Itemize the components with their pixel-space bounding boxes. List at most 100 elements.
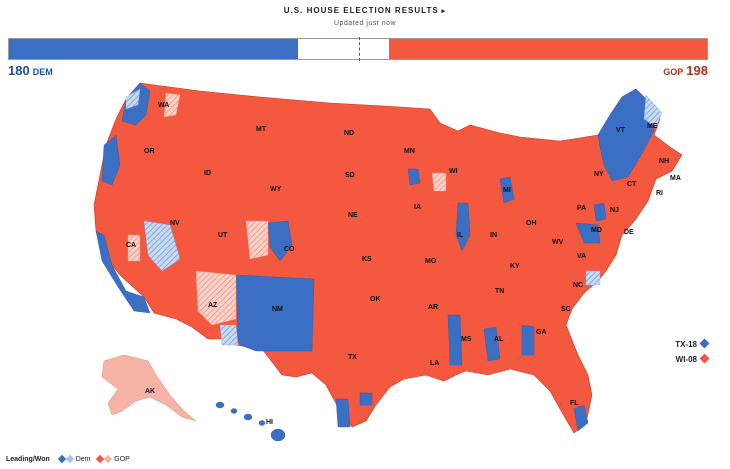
state-label-ia: IA bbox=[414, 204, 421, 211]
state-label-nv: NV bbox=[170, 220, 180, 227]
state-label-ok: OK bbox=[370, 296, 381, 303]
gop-label: GOP bbox=[663, 67, 684, 77]
region-detroit bbox=[499, 176, 515, 204]
state-label-tx: TX bbox=[348, 354, 357, 361]
state-label-me: ME bbox=[647, 123, 658, 130]
region-va-hatch bbox=[585, 270, 601, 286]
race-tx-18[interactable]: TX-18 bbox=[675, 338, 710, 349]
state-label-sc: SC bbox=[561, 306, 571, 313]
state-label-ca: CA bbox=[126, 242, 136, 249]
region-me-hatch bbox=[643, 94, 663, 128]
dem-tally: 180 DEM bbox=[8, 63, 53, 78]
state-label-va: VA bbox=[577, 253, 586, 260]
alaska bbox=[101, 354, 197, 422]
state-label-de: DE bbox=[624, 229, 634, 236]
dem-regions bbox=[95, 82, 655, 432]
region-md-dc bbox=[575, 222, 601, 244]
state-label-nh: NH bbox=[659, 158, 669, 165]
state-labels: WA OR CA NV ID MT WY UT AZ CO NM ND SD NE KS OK TX MN IA MO… bbox=[126, 102, 681, 426]
state-label-ms: MS bbox=[461, 336, 472, 343]
region-al-black-belt bbox=[483, 326, 501, 362]
dem-leaning-regions bbox=[125, 88, 663, 346]
state-label-il: IL bbox=[457, 232, 464, 239]
majority-line bbox=[359, 37, 360, 61]
region-nm bbox=[235, 274, 315, 352]
region-houston bbox=[359, 392, 373, 406]
state-label-nm: NM bbox=[272, 306, 283, 313]
state-label-sd: SD bbox=[345, 172, 355, 179]
state-label-oh: OH bbox=[526, 220, 537, 227]
state-label-ky: KY bbox=[510, 263, 520, 270]
region-wa-gop-hatch bbox=[163, 92, 181, 118]
state-label-nc: NC bbox=[573, 282, 583, 289]
race-wi-08[interactable]: WI-08 bbox=[676, 353, 710, 364]
dem-seat-count: 180 bbox=[8, 63, 30, 78]
state-label-ny: NY bbox=[594, 171, 604, 178]
seat-bar bbox=[8, 37, 708, 61]
state-label-nd: ND bbox=[344, 130, 354, 137]
region-or-coast bbox=[101, 134, 121, 186]
dem-label: DEM bbox=[32, 67, 53, 77]
state-label-wa: WA bbox=[158, 102, 169, 109]
gop-tally: GOP 198 bbox=[663, 63, 708, 78]
state-label-ne: NE bbox=[348, 212, 358, 219]
region-wi-gop-hatch bbox=[431, 172, 447, 192]
state-label-mn: MN bbox=[404, 148, 415, 155]
region-co-denver bbox=[267, 220, 293, 262]
region-wa-hatch bbox=[125, 88, 141, 110]
us-map: WA OR CA NV ID MT WY UT AZ CO NM ND SD NE KS OK TX MN IA MO… bbox=[93, 82, 683, 442]
legend-gop-label: GOP bbox=[114, 456, 130, 463]
updated-status: Updated just now bbox=[333, 20, 397, 27]
region-miami bbox=[573, 404, 589, 432]
state-label-in: IN bbox=[490, 232, 497, 239]
state-label-az: AZ bbox=[208, 302, 218, 309]
state-label-ks: KS bbox=[362, 256, 372, 263]
caret-right-icon: ▸ bbox=[441, 8, 447, 15]
mainland-base bbox=[93, 82, 683, 434]
legend: Leading/Won Dem GOP bbox=[6, 454, 130, 464]
state-label-ak: AK bbox=[145, 388, 155, 395]
seat-bar-dem bbox=[9, 39, 298, 59]
region-rio-grande bbox=[335, 398, 351, 428]
dem-leading-swatch-icon bbox=[65, 454, 75, 464]
state-label-hi: HI bbox=[266, 419, 273, 426]
state-label-wi: WI bbox=[449, 168, 458, 175]
state-label-wy: WY bbox=[270, 186, 282, 193]
state-label-mt: MT bbox=[256, 126, 267, 133]
state-label-vt: VT bbox=[616, 127, 626, 134]
state-label-ut: UT bbox=[218, 232, 228, 239]
page-title[interactable]: U.S. HOUSE ELECTION RESULTS ▸ bbox=[283, 6, 447, 15]
region-az-hatch bbox=[219, 324, 239, 346]
region-ga-atlanta bbox=[521, 324, 535, 356]
region-co-gop-hatch bbox=[245, 220, 269, 260]
state-label-mo: MO bbox=[425, 258, 437, 265]
state-label-co: CO bbox=[284, 246, 295, 253]
region-az-gop-hatch bbox=[195, 270, 237, 326]
region-nv-gop-hatch bbox=[127, 234, 141, 262]
state-label-mi: MI bbox=[503, 187, 511, 194]
legend-dem-label: Dem bbox=[75, 456, 91, 463]
region-new-england bbox=[597, 88, 655, 182]
gop-leaning-regions bbox=[127, 92, 447, 326]
state-label-or: OR bbox=[144, 148, 155, 155]
hawaii bbox=[215, 401, 286, 442]
state-label-fl: FL bbox=[570, 400, 579, 407]
region-philly bbox=[593, 202, 607, 222]
gop-seat-count: 198 bbox=[686, 63, 708, 78]
region-nv-hatch bbox=[143, 220, 181, 272]
state-label-tn: TN bbox=[495, 288, 504, 295]
legend-heading: Leading/Won bbox=[6, 456, 50, 463]
gop-diamond-icon bbox=[699, 353, 710, 364]
state-label-md: MD bbox=[591, 227, 602, 234]
state-label-al: AL bbox=[494, 336, 504, 343]
state-label-ri: RI bbox=[656, 190, 663, 197]
region-ms-delta bbox=[447, 314, 463, 366]
state-label-ma: MA bbox=[670, 175, 681, 182]
state-label-ga: GA bbox=[536, 329, 547, 336]
state-label-id: ID bbox=[204, 170, 211, 177]
region-chicago bbox=[455, 202, 471, 252]
region-mn-twin bbox=[407, 168, 421, 186]
gop-leading-swatch-icon bbox=[104, 454, 113, 464]
dem-won-swatch-icon bbox=[57, 454, 67, 464]
state-label-la: LA bbox=[430, 360, 439, 367]
